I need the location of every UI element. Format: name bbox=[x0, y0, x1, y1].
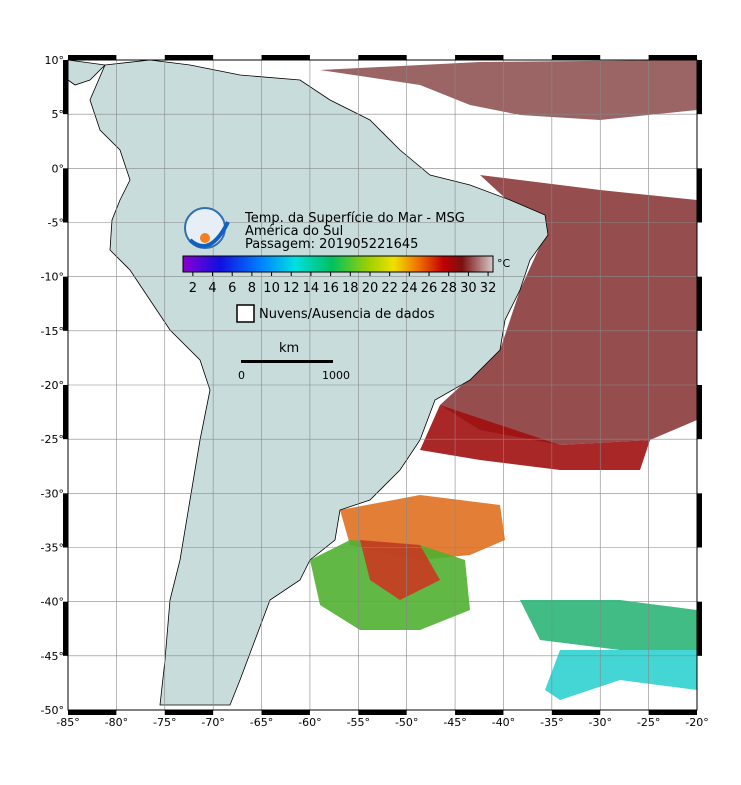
cloud-legend: Nuvens/Ausencia de dados bbox=[259, 307, 435, 322]
colorbar-tick-label: 2 bbox=[189, 281, 197, 296]
lon-tick-label: -85° bbox=[56, 716, 79, 729]
frame-segment bbox=[697, 276, 702, 331]
frame-segment bbox=[358, 710, 407, 715]
logo bbox=[184, 207, 230, 249]
frame-segment bbox=[63, 385, 68, 440]
colorbar-tick-label: 18 bbox=[342, 281, 359, 296]
frame-segment bbox=[164, 710, 214, 715]
lat-tick-label: 0° bbox=[52, 162, 65, 175]
frame-segment bbox=[648, 710, 697, 715]
lat-tick-label: 5° bbox=[52, 108, 65, 121]
lat-tick-label: -40° bbox=[41, 596, 64, 609]
lon-tick-label: -55° bbox=[347, 716, 370, 729]
map-area bbox=[68, 60, 697, 710]
frame-segment bbox=[63, 493, 68, 548]
colorbar-tick-label: 32 bbox=[480, 281, 497, 296]
colorbar-ticks: 2 4 6 8 10 12 14 16 18 20 22 24 26 28 30 32 bbox=[189, 272, 497, 296]
frame-segment bbox=[551, 710, 601, 715]
frame-segment bbox=[551, 55, 601, 60]
frame-segment bbox=[358, 55, 407, 60]
lat-tick-label: -5° bbox=[48, 217, 64, 230]
lat-tick-label: -25° bbox=[41, 433, 64, 446]
frame-segment bbox=[63, 168, 68, 223]
graticule bbox=[68, 60, 697, 710]
colorbar-tick-label: 16 bbox=[322, 281, 339, 296]
colorbar-tick-label: 22 bbox=[381, 281, 398, 296]
scale-bar bbox=[241, 360, 333, 363]
frame-segment bbox=[261, 55, 310, 60]
colorbar-tick-label: 8 bbox=[248, 281, 256, 296]
lon-tick-label: -20° bbox=[685, 716, 708, 729]
frame-segment bbox=[697, 60, 702, 115]
colorbar-tick-label: 24 bbox=[401, 281, 418, 296]
lon-tick-label: -70° bbox=[201, 716, 224, 729]
sst-warm-north bbox=[320, 60, 697, 120]
title-line: Temp. da Superfície do Mar - MSG bbox=[244, 211, 465, 226]
title-line: América do Sul bbox=[245, 224, 343, 239]
frame-segment bbox=[697, 493, 702, 548]
lon-tick-label: -45° bbox=[443, 716, 466, 729]
frame-segment bbox=[261, 710, 310, 715]
scale-start: 0 bbox=[238, 369, 245, 382]
lat-tick-label: -30° bbox=[41, 487, 64, 500]
frame-segment bbox=[455, 710, 504, 715]
title-line: Passagem: 201905221645 bbox=[245, 237, 418, 252]
lat-tick-label: 10° bbox=[45, 54, 65, 67]
lat-tick-label: -10° bbox=[41, 271, 64, 284]
map-border bbox=[63, 55, 702, 715]
colorbar-tick-label: 10 bbox=[263, 281, 280, 296]
colorbar-unit: °C bbox=[497, 257, 511, 270]
lon-tick-label: -75° bbox=[153, 716, 176, 729]
sst-red-band bbox=[420, 405, 650, 470]
lat-tick-label: -50° bbox=[41, 704, 64, 717]
sst-south-red bbox=[360, 540, 440, 600]
frame-segment bbox=[63, 60, 68, 115]
colorbar-tick-label: 20 bbox=[362, 281, 379, 296]
lon-tick-label: -80° bbox=[105, 716, 128, 729]
sst-far-green bbox=[520, 600, 697, 650]
lat-tick-label: -45° bbox=[41, 650, 64, 663]
lon-tick-label: -35° bbox=[540, 716, 563, 729]
lon-tick-label: -30° bbox=[588, 716, 611, 729]
frame-segment bbox=[697, 385, 702, 440]
lon-tick-label: -25° bbox=[637, 716, 660, 729]
lat-tick-label: -15° bbox=[41, 325, 64, 338]
frame-segment bbox=[697, 601, 702, 656]
sst-cyan bbox=[545, 650, 697, 700]
scale-unit: km bbox=[279, 341, 299, 356]
central-america bbox=[68, 60, 106, 86]
frame-segment bbox=[648, 55, 697, 60]
frame-segment bbox=[455, 55, 504, 60]
frame-segment bbox=[68, 55, 117, 60]
frame-segment bbox=[63, 276, 68, 331]
frame-segment bbox=[68, 710, 117, 715]
lon-tick-label: -40° bbox=[492, 716, 515, 729]
colorbar-tick-label: 6 bbox=[228, 281, 236, 296]
sst-warm-mid bbox=[440, 175, 697, 445]
colorbar-tick-label: 28 bbox=[440, 281, 457, 296]
colorbar bbox=[182, 255, 494, 273]
lat-tick-label: -20° bbox=[41, 379, 64, 392]
colorbar-tick-label: 30 bbox=[460, 281, 477, 296]
lat-tick-label: -35° bbox=[41, 542, 64, 555]
frame-segment bbox=[164, 55, 214, 60]
colorbar-tick-label: 4 bbox=[208, 281, 216, 296]
frame-segment bbox=[63, 601, 68, 656]
scale-end: 1000 bbox=[322, 369, 350, 382]
colorbar-tick-label: 26 bbox=[421, 281, 438, 296]
lon-tick-label: -60° bbox=[298, 716, 321, 729]
cloud-swatch bbox=[236, 304, 255, 323]
frame-segment bbox=[697, 168, 702, 223]
lon-tick-label: -65° bbox=[250, 716, 273, 729]
colorbar-tick-label: 14 bbox=[303, 281, 320, 296]
lon-tick-label: -50° bbox=[395, 716, 418, 729]
colorbar-tick-label: 12 bbox=[283, 281, 300, 296]
